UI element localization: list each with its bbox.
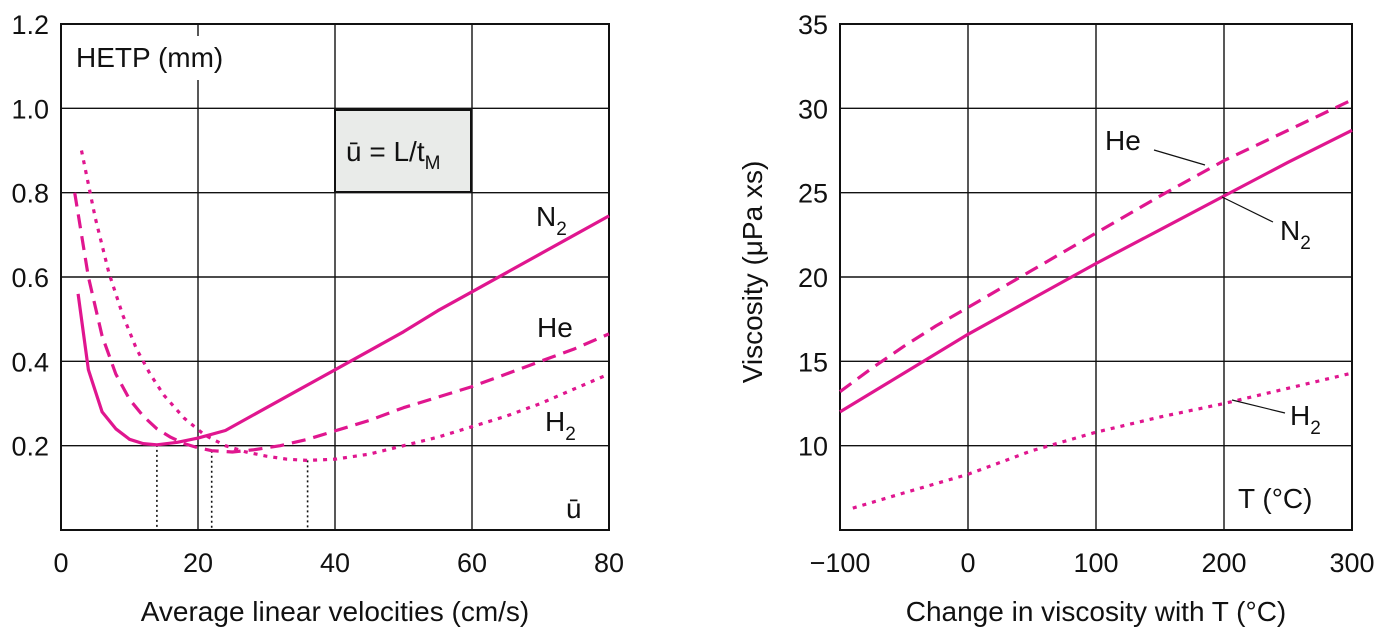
x-tick-label: 80 (594, 548, 624, 578)
y-tick-label: 30 (798, 94, 828, 124)
y-tick-label: 15 (798, 347, 828, 377)
y-tick-label: 35 (798, 10, 828, 40)
series-line-h2 (79, 150, 610, 462)
grid (61, 24, 609, 530)
x-tick-label: 0 (960, 548, 975, 578)
series-label-h2: H2 (545, 406, 576, 445)
y-axis-label: Viscosity (μPa xs) (737, 161, 768, 384)
y-label-bg (76, 36, 252, 80)
leader-he (1153, 149, 1206, 166)
series-lines (839, 98, 1353, 510)
series-labels: He N2 H2 T (°C) (1105, 125, 1321, 514)
y-tick-label: 1.0 (11, 94, 49, 124)
x-tick-label: 40 (320, 548, 350, 578)
plot-frame (60, 23, 610, 531)
hetp-chart: 1.2 1.0 0.8 0.6 0.4 0.2 0 20 40 60 80 Average lin… (11, 10, 624, 627)
annotation-sub: M (425, 153, 441, 174)
x-axis-label: Change in viscosity with T (°C) (906, 596, 1287, 627)
y-tick-label: 0.2 (11, 432, 49, 462)
x-tick-labels: 0 20 40 60 80 (53, 548, 624, 578)
series-label-n2: N2 (536, 201, 567, 240)
x-tick-label: 300 (1329, 548, 1374, 578)
x-tick-label: 100 (1073, 548, 1118, 578)
annotation-box: ū = L/tM (334, 109, 472, 193)
x-axis-symbol: T (°C) (1238, 483, 1312, 514)
y-tick-label: 0.4 (11, 347, 49, 377)
series-label-h2: H2 (1290, 400, 1321, 439)
leader-n2 (1221, 196, 1274, 223)
series-label-leaders (1153, 149, 1286, 414)
series-label-n2-main: N (536, 201, 556, 232)
x-axis-symbol: ū (566, 493, 582, 524)
x-tick-label: 0 (53, 548, 68, 578)
plot-frame (839, 23, 1353, 531)
series-line-n2 (839, 128, 1353, 414)
y-tick-label: 1.2 (11, 10, 49, 40)
series-line-he (839, 98, 1353, 393)
y-tick-label: 0.6 (11, 263, 49, 293)
y-tick-label: 25 (798, 179, 828, 209)
y-tick-label: 10 (798, 432, 828, 462)
grid (840, 24, 1352, 530)
series-line-n2 (76, 214, 610, 447)
x-tick-label: 60 (457, 548, 487, 578)
x-axis-label: Average linear velocities (cm/s) (141, 596, 530, 627)
series-label-n2: N2 (1280, 215, 1311, 254)
series-label-h2-sub: 2 (565, 424, 576, 445)
y-tick-labels: 1.2 1.0 0.8 0.6 0.4 0.2 (11, 10, 49, 462)
series-label-h2-sub: 2 (1310, 418, 1321, 439)
minimum-drop-lines (156, 444, 309, 530)
viscosity-chart: 35 30 25 20 15 10 −100 0 100 200 300 Change in vi… (737, 10, 1375, 627)
y-axis-label: HETP (mm) (76, 42, 223, 73)
x-tick-label: 20 (183, 548, 213, 578)
leader-h2 (1231, 399, 1286, 414)
annotation-lhs: ū = L/t (346, 136, 425, 167)
annotation-frame (334, 109, 472, 193)
series-label-n2-main: N (1280, 215, 1300, 246)
series-line-he (73, 192, 610, 454)
series-label-n2-sub: 2 (1300, 233, 1311, 254)
series-label-h2-main: H (1290, 400, 1310, 431)
series-label-n2-sub: 2 (556, 219, 567, 240)
annotation-text: ū = L/tM (346, 136, 440, 174)
x-tick-labels: −100 0 100 200 300 (810, 548, 1375, 578)
series-labels: N2 He H2 ū (536, 201, 582, 524)
series-lines (73, 150, 610, 462)
y-tick-label: 0.8 (11, 179, 49, 209)
series-label-h2-main: H (545, 406, 565, 437)
series-label-he: He (537, 312, 573, 343)
y-tick-label: 20 (798, 263, 828, 293)
series-label-he: He (1105, 125, 1141, 156)
x-tick-label: 200 (1201, 548, 1246, 578)
y-tick-labels: 35 30 25 20 15 10 (798, 10, 828, 462)
x-tick-label: −100 (810, 548, 871, 578)
